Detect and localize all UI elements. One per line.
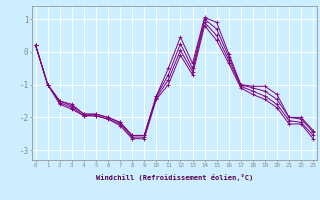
X-axis label: Windchill (Refroidissement éolien,°C): Windchill (Refroidissement éolien,°C) bbox=[96, 174, 253, 181]
